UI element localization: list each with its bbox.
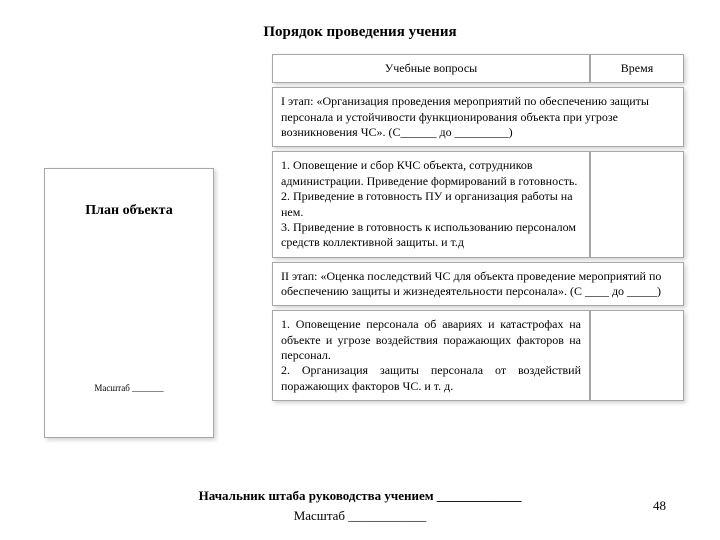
header-time: Время	[590, 54, 684, 83]
table-row: I этап: «Организация проведения мероприя…	[272, 87, 684, 147]
schedule-table: Учебные вопросы Время I этап: «Организац…	[272, 50, 684, 405]
footer-line-1: Начальник штаба руководства учением ____…	[0, 488, 720, 504]
plan-box: План объекта Масштаб _______	[44, 168, 214, 438]
page-title: Порядок проведения учения	[0, 24, 720, 41]
stage2-time-cell	[590, 310, 684, 401]
plan-box-scale: Масштаб _______	[45, 383, 213, 393]
footer-line-2: Масштаб ____________	[0, 508, 720, 524]
table-header-row: Учебные вопросы Время	[272, 54, 684, 83]
table-row: II этап: «Оценка последствий ЧС для объе…	[272, 262, 684, 307]
page: Порядок проведения учения План объекта М…	[0, 0, 720, 540]
plan-box-title: План объекта	[45, 203, 213, 219]
stage1-time-cell	[590, 151, 684, 257]
stage2-cell: II этап: «Оценка последствий ЧС для объе…	[272, 262, 684, 307]
stage2-items-cell: 1. Оповещение персонала об авариях и кат…	[272, 310, 590, 401]
page-number: 48	[653, 498, 666, 514]
header-questions: Учебные вопросы	[272, 54, 590, 83]
table-row: 1. Оповещение персонала об авариях и кат…	[272, 310, 684, 401]
table-row: 1. Оповещение и сбор КЧС объекта, сотруд…	[272, 151, 684, 257]
stage1-items-cell: 1. Оповещение и сбор КЧС объекта, сотруд…	[272, 151, 590, 257]
stage1-cell: I этап: «Организация проведения мероприя…	[272, 87, 684, 147]
